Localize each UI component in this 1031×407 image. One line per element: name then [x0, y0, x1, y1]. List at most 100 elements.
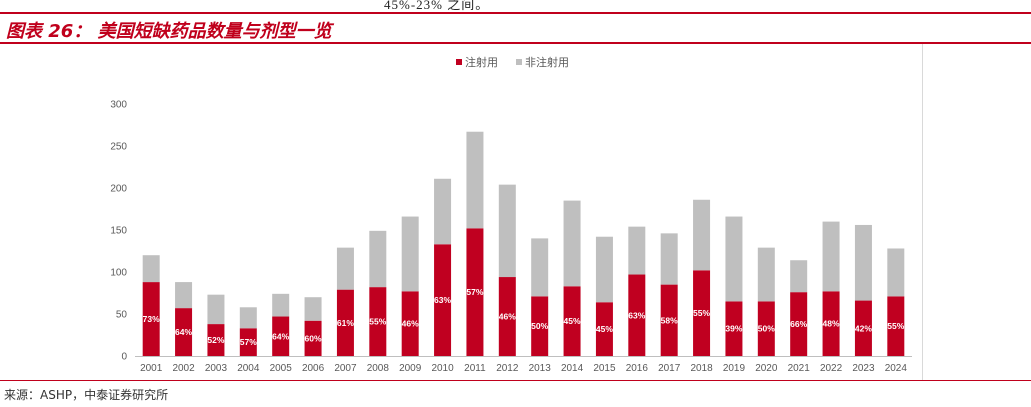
bar-segment-non-injectable	[693, 199, 711, 271]
x-tick-label: 2011	[464, 363, 486, 374]
bar-segment-injectable	[822, 291, 840, 356]
bar-data-label: 39%	[725, 324, 742, 334]
bar-segment-non-injectable	[336, 247, 354, 290]
bar-data-label: 50%	[758, 324, 775, 334]
bar-segment-injectable	[854, 300, 872, 356]
bar-data-label: 57%	[240, 337, 257, 347]
x-tick-label: 2015	[593, 363, 616, 374]
bar-data-label: 50%	[531, 321, 548, 331]
bar-data-label: 64%	[175, 327, 192, 337]
bar-segment-injectable	[660, 284, 678, 356]
bar-segment-injectable	[369, 287, 387, 356]
x-tick-label: 2023	[852, 363, 875, 374]
bar-segment-non-injectable	[498, 184, 516, 278]
bar-segment-non-injectable	[628, 226, 646, 275]
bar-data-label: 45%	[596, 324, 613, 334]
bar-segment-non-injectable	[207, 294, 225, 325]
bar-data-label: 63%	[434, 295, 451, 305]
bar-segment-injectable	[304, 320, 322, 356]
bar-data-label: 66%	[790, 319, 807, 329]
y-tick-label: 100	[110, 268, 127, 279]
bar-segment-injectable	[336, 289, 354, 356]
bar-segment-injectable	[757, 301, 775, 356]
x-tick-label: 2024	[885, 363, 908, 374]
x-tick-label: 2021	[788, 363, 811, 374]
right-divider	[922, 44, 923, 380]
bar-segment-non-injectable	[563, 200, 581, 287]
bar-segment-injectable	[628, 274, 646, 356]
x-tick-label: 2007	[334, 363, 357, 374]
y-tick-label: 300	[110, 100, 127, 111]
bottom-divider	[0, 380, 1031, 381]
x-tick-label: 2017	[658, 363, 681, 374]
bar-data-label: 55%	[369, 317, 386, 327]
x-tick-label: 2014	[561, 363, 584, 374]
bar-data-label: 42%	[855, 323, 872, 333]
x-tick-label: 2002	[172, 363, 195, 374]
bar-segment-injectable	[175, 308, 193, 356]
bar-segment-non-injectable	[660, 233, 678, 285]
legend-label-non-injectable: 非注射用	[525, 55, 569, 69]
bar-data-label: 61%	[337, 318, 354, 328]
bar-segment-non-injectable	[434, 178, 452, 245]
x-tick-label: 2019	[723, 363, 746, 374]
bar-segment-injectable	[401, 291, 419, 356]
x-tick-label: 2018	[690, 363, 713, 374]
chart-bars	[142, 131, 905, 356]
bar-data-label: 48%	[823, 319, 840, 329]
bar-segment-injectable	[790, 292, 808, 356]
bar-data-label: 52%	[207, 335, 224, 345]
bar-segment-injectable	[142, 282, 160, 356]
bar-data-label: 46%	[499, 312, 516, 322]
x-tick-label: 2010	[431, 363, 454, 374]
y-tick-label: 50	[116, 310, 128, 321]
bar-segment-non-injectable	[725, 216, 743, 302]
chart-data-labels: 73% 64% 52% 57% 64% 60% 61% 55% 46% 63% 57% 46% 50% 4…	[143, 287, 905, 347]
y-tick-label: 250	[110, 142, 127, 153]
bar-segment-non-injectable	[790, 260, 808, 293]
bar-segment-injectable	[531, 296, 549, 356]
y-tick-label: 200	[110, 184, 127, 195]
bar-segment-injectable	[272, 316, 290, 356]
bar-segment-non-injectable	[466, 131, 484, 229]
y-tick-label: 150	[110, 226, 127, 237]
bar-data-label: 63%	[628, 310, 645, 320]
x-tick-label: 2005	[270, 363, 293, 374]
legend-swatch-non-injectable	[516, 59, 522, 65]
bar-segment-non-injectable	[239, 307, 257, 329]
bar-segment-non-injectable	[401, 216, 419, 292]
bar-segment-injectable	[693, 270, 711, 356]
bar-segment-injectable	[239, 328, 257, 356]
x-tick-label: 2022	[820, 363, 843, 374]
bar-segment-non-injectable	[595, 236, 613, 303]
x-tick-label: 2009	[399, 363, 422, 374]
bar-segment-non-injectable	[887, 248, 905, 297]
bar-data-label: 60%	[305, 333, 322, 343]
bar-segment-injectable	[498, 277, 516, 356]
x-tick-label: 2016	[626, 363, 649, 374]
bar-segment-non-injectable	[369, 230, 387, 288]
bar-segment-non-injectable	[304, 297, 322, 321]
bar-segment-non-injectable	[175, 282, 193, 309]
bar-segment-injectable	[725, 301, 743, 356]
bar-segment-injectable	[887, 296, 905, 356]
bar-data-label: 45%	[564, 316, 581, 326]
previous-paragraph-fragment: 45%-23% 之间。	[384, 0, 490, 12]
bar-data-label: 58%	[661, 315, 678, 325]
bar-segment-non-injectable	[757, 247, 775, 302]
chart-legend: 注射用 非注射用	[456, 55, 569, 69]
x-tick-label: 2012	[496, 363, 519, 374]
y-tick-label: 0	[121, 352, 127, 363]
figure-title: 图表 26： 美国短缺药品数量与剂型一览	[6, 21, 332, 42]
bar-segment-injectable	[466, 228, 484, 356]
x-tick-label: 2020	[755, 363, 778, 374]
bar-data-label: 57%	[466, 287, 483, 297]
chart-axes: 0 50 100 150 200 250 300 2001 2002 2003 2004 2005 20…	[110, 100, 912, 374]
bar-data-label: 46%	[402, 319, 419, 329]
x-tick-label: 2001	[140, 363, 163, 374]
x-tick-label: 2006	[302, 363, 325, 374]
bar-segment-non-injectable	[272, 293, 290, 317]
bar-data-label: 55%	[887, 321, 904, 331]
x-tick-label: 2003	[205, 363, 228, 374]
